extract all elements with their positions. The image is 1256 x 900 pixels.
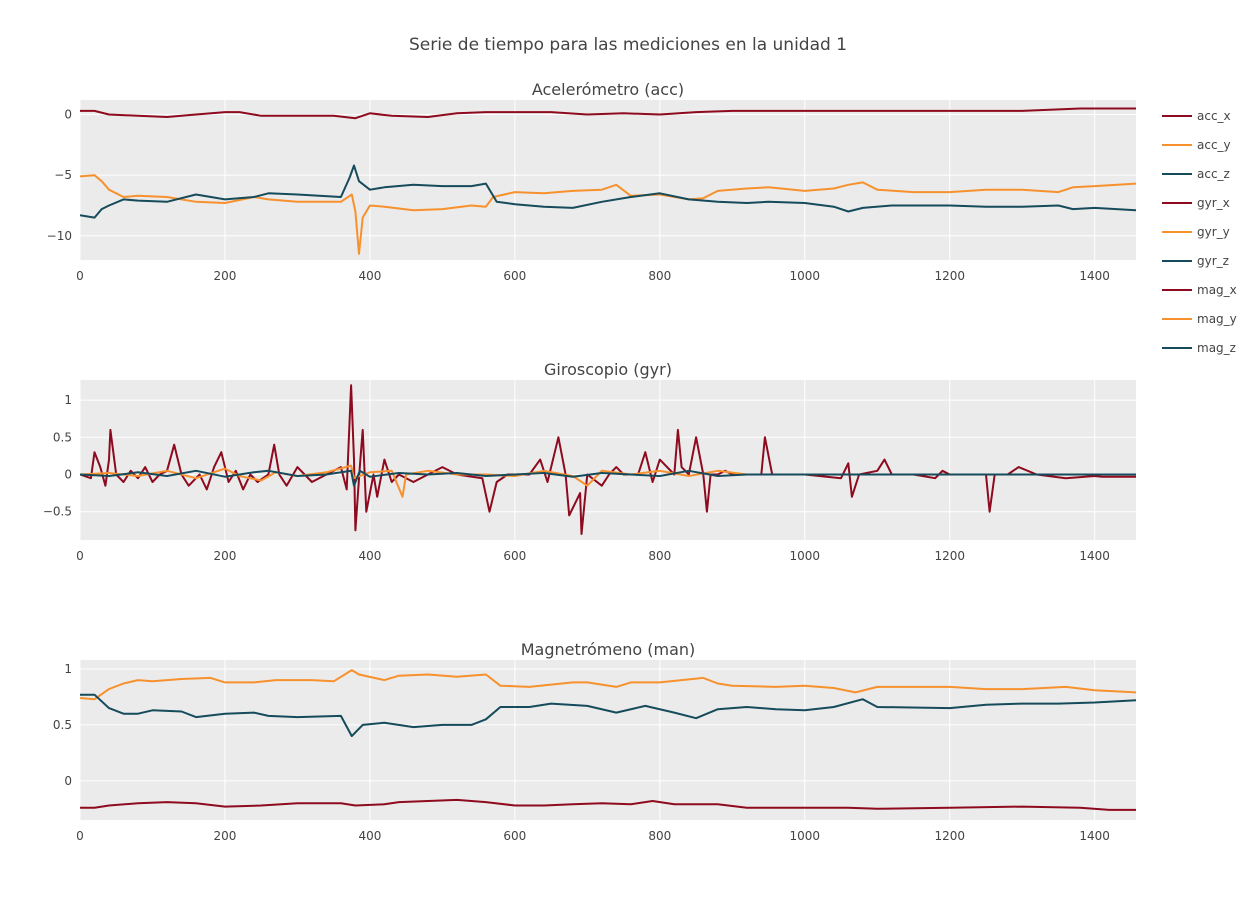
gyr-x-tick-label: 1000 — [790, 549, 821, 563]
gyr-plot-area — [80, 380, 1136, 540]
mag-x-tick-label: 600 — [503, 829, 526, 843]
acc-x-tick-label: 600 — [503, 269, 526, 283]
series-mag-z-line — [80, 693, 1136, 738]
gyr-y-tick-label: 0 — [64, 468, 72, 482]
legend-label: gyr_y — [1197, 225, 1230, 239]
mag-x-tick-label: 400 — [358, 829, 381, 843]
legend-item-mag-z[interactable]: mag_z — [1162, 341, 1236, 355]
mag-y-tick-label: 0 — [64, 774, 72, 788]
series-acc-y-line — [80, 174, 1136, 255]
acc-x-tick-label: 400 — [358, 269, 381, 283]
mag-x-tick-label: 1400 — [1079, 829, 1110, 843]
gyr-y-tick-label: 0.5 — [53, 430, 72, 444]
mag-x-tick-label: 1000 — [790, 829, 821, 843]
acc-x-tick-label: 1200 — [934, 269, 965, 283]
series-gyr-x-line — [80, 384, 1136, 535]
legend-label: mag_y — [1197, 312, 1237, 326]
acc-x-tick-label: 800 — [648, 269, 671, 283]
mag-plot-area — [80, 660, 1136, 820]
legend-label: acc_z — [1197, 167, 1230, 181]
legend-label: mag_z — [1197, 341, 1236, 355]
mag-x-tick-label: 1200 — [934, 829, 965, 843]
gyr-x-tick-label: 400 — [358, 549, 381, 563]
magnetometer-title: Magnetrómeno (man) — [521, 640, 696, 659]
mag-y-tick-label: 1 — [64, 662, 72, 676]
acc-x-tick-label: 0 — [76, 269, 84, 283]
gyroscope-title: Giroscopio (gyr) — [544, 360, 672, 379]
gyr-x-tick-label: 800 — [648, 549, 671, 563]
legend: acc_x acc_y acc_z gyr_x gyr_y gyr_z mag_x mag_y… — [1162, 109, 1237, 355]
gyr-y-tick-label: −0.5 — [43, 505, 72, 519]
legend-label: gyr_z — [1197, 254, 1229, 268]
gyr-x-tick-label: 1200 — [934, 549, 965, 563]
series-acc-z-line — [80, 164, 1136, 219]
figure-title: Serie de tiempo para las mediciones en l… — [409, 35, 847, 55]
mag-x-tick-label: 0 — [76, 829, 84, 843]
mag-x-tick-label: 800 — [648, 829, 671, 843]
gyroscope-panel: Giroscopio (gyr) 0 200 400 600 800 1000 1200 14… — [43, 360, 1136, 563]
acc-x-tick-label: 1400 — [1079, 269, 1110, 283]
legend-label: gyr_x — [1197, 196, 1230, 210]
legend-item-gyr-x[interactable]: gyr_x — [1162, 196, 1230, 210]
magnetometer-panel: Magnetrómeno (man) 0 200 400 600 800 1000 1200… — [53, 640, 1136, 843]
legend-label: acc_y — [1197, 138, 1231, 152]
legend-item-mag-x[interactable]: mag_x — [1162, 283, 1237, 297]
legend-item-acc-x[interactable]: acc_x — [1162, 109, 1231, 123]
acc-y-tick-label: −10 — [47, 229, 72, 243]
gyr-x-tick-label: 1400 — [1079, 549, 1110, 563]
mag-x-tick-label: 200 — [214, 829, 237, 843]
accelerometer-panel: Acelerómetro (acc) 0 200 400 600 800 1000 1200… — [47, 80, 1136, 283]
acc-y-tick-label: −5 — [54, 168, 72, 182]
acc-x-tick-label: 200 — [214, 269, 237, 283]
series-mag-x-line — [80, 798, 1136, 811]
series-gyr-z-line — [80, 469, 1136, 487]
accelerometer-title: Acelerómetro (acc) — [532, 80, 684, 99]
mag-y-tick-label: 0.5 — [53, 718, 72, 732]
legend-label: mag_x — [1197, 283, 1237, 297]
mag-grid — [79, 660, 1136, 820]
legend-item-acc-z[interactable]: acc_z — [1162, 167, 1230, 181]
legend-item-acc-y[interactable]: acc_y — [1162, 138, 1231, 152]
gyr-x-tick-label: 600 — [503, 549, 526, 563]
series-mag-y-line — [80, 669, 1136, 701]
legend-item-gyr-z[interactable]: gyr_z — [1162, 254, 1229, 268]
acc-y-tick-label: 0 — [64, 108, 72, 122]
gyr-y-tick-label: 1 — [64, 393, 72, 407]
gyr-x-tick-label: 200 — [214, 549, 237, 563]
legend-item-gyr-y[interactable]: gyr_y — [1162, 225, 1230, 239]
acc-x-tick-label: 1000 — [790, 269, 821, 283]
acc-plot-area — [80, 100, 1136, 260]
legend-item-mag-y[interactable]: mag_y — [1162, 312, 1237, 326]
series-acc-x-line — [80, 107, 1136, 120]
gyr-x-tick-label: 0 — [76, 549, 84, 563]
gyr-grid — [79, 380, 1136, 540]
legend-label: acc_x — [1197, 109, 1231, 123]
